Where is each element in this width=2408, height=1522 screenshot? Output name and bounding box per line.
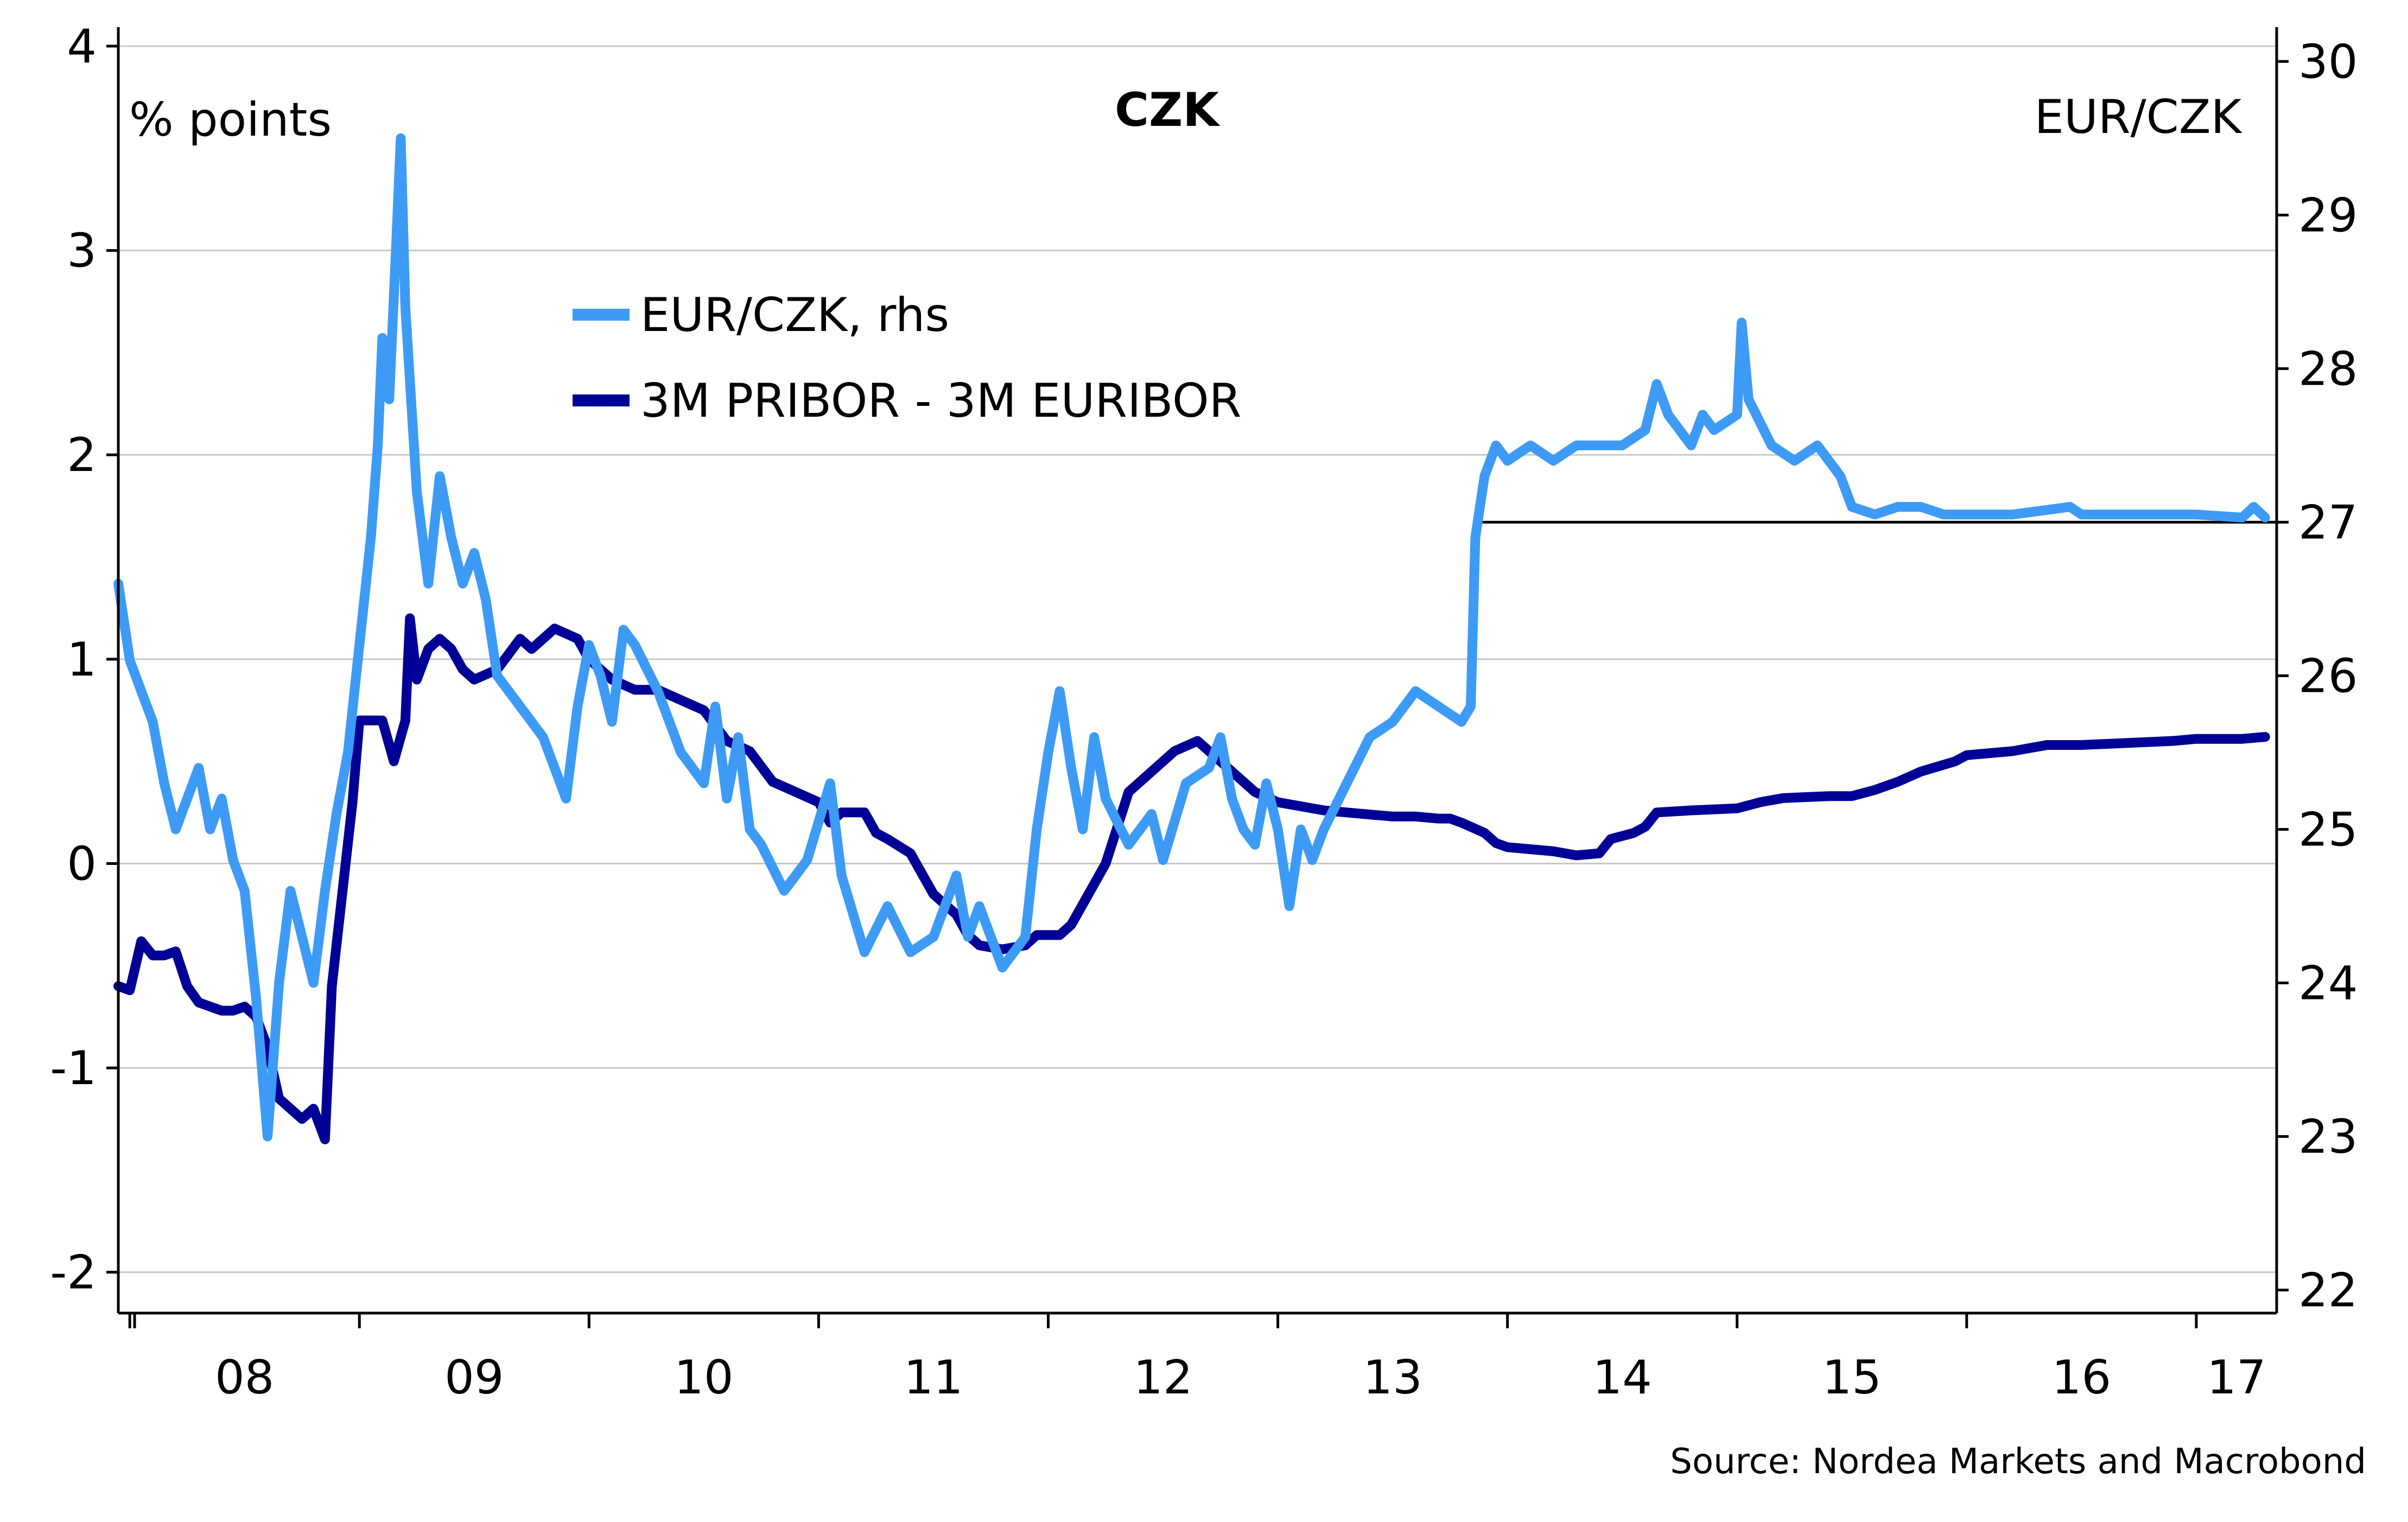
right-tick-label-7: 23 bbox=[2298, 1110, 2358, 1164]
legend-label-eurczk: EUR/CZK, rhs bbox=[640, 288, 949, 342]
right-tick-label-8: 22 bbox=[2298, 1264, 2358, 1318]
series-line-pribor-euribor-spread bbox=[113, 613, 2270, 1144]
x-tick-label-15: 15 bbox=[1822, 1351, 1882, 1405]
right-tick-label-5: 25 bbox=[2298, 803, 2358, 857]
x-tick-label-12: 12 bbox=[1133, 1351, 1192, 1405]
source-note: Source: Nordea Markets and Macrobond bbox=[1670, 1442, 2366, 1482]
axes-layer bbox=[106, 27, 2289, 1328]
x-tick-label-13: 13 bbox=[1363, 1351, 1422, 1405]
right-tick-label-4: 26 bbox=[2298, 649, 2358, 703]
right-tick-label-0: 30 bbox=[2298, 35, 2358, 89]
x-tick-label-10: 10 bbox=[674, 1351, 733, 1405]
x-tick-label-17: 17 bbox=[2207, 1351, 2266, 1405]
x-tick-label-11: 11 bbox=[904, 1351, 963, 1405]
left-tick-label-3: 1 bbox=[67, 633, 97, 687]
right-tick-label-1: 29 bbox=[2298, 188, 2358, 243]
right-tick-label-2: 28 bbox=[2298, 342, 2358, 396]
gridlines bbox=[118, 45, 2277, 1273]
right-tick-label-6: 24 bbox=[2298, 956, 2358, 1010]
left-axis-unit-label: % points bbox=[129, 93, 332, 147]
left-tick-label-4: 0 bbox=[67, 837, 97, 891]
left-tick-label-6: -2 bbox=[50, 1246, 97, 1300]
right-axis-unit-label: EUR/CZK bbox=[2035, 90, 2243, 144]
right-tick-label-3: 27 bbox=[2298, 495, 2358, 550]
series-layer bbox=[113, 133, 2270, 1144]
legend-label-spread: 3M PRIBOR - 3M EURIBOR bbox=[640, 374, 1241, 428]
x-tick-label-16: 16 bbox=[2052, 1351, 2111, 1405]
left-tick-label-2: 2 bbox=[67, 428, 97, 482]
left-tick-label-0: 4 bbox=[67, 20, 97, 74]
series-line-eurczk bbox=[113, 133, 2270, 1142]
x-tick-label-14: 14 bbox=[1592, 1351, 1651, 1405]
x-tick-label-09: 09 bbox=[444, 1351, 504, 1405]
left-tick-label-1: 3 bbox=[67, 224, 97, 278]
x-tick-label-08: 08 bbox=[215, 1351, 274, 1405]
legend: EUR/CZK, rhs 3M PRIBOR - 3M EURIBOR bbox=[573, 288, 1241, 428]
chart-title: CZK bbox=[1115, 83, 1221, 137]
left-tick-label-5: -1 bbox=[50, 1041, 97, 1096]
